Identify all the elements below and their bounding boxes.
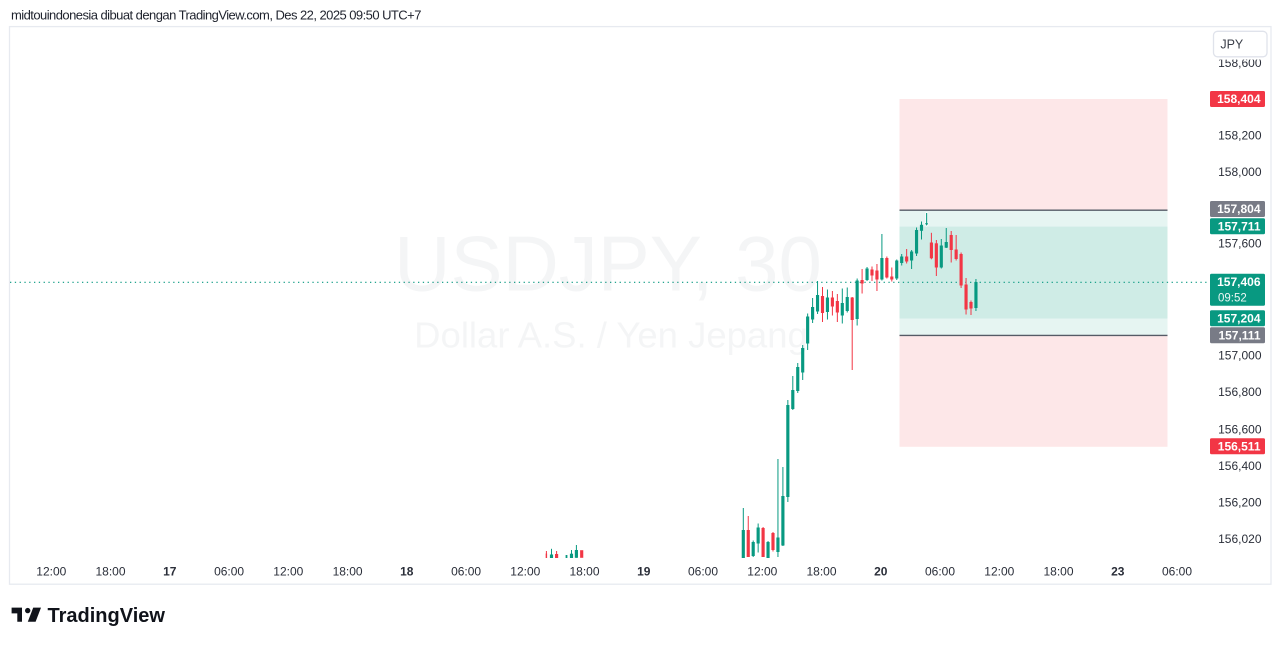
svg-text:06:00: 06:00: [451, 565, 481, 579]
svg-text:06:00: 06:00: [1162, 565, 1192, 579]
svg-text:156,200: 156,200: [1218, 496, 1262, 510]
svg-text:06:00: 06:00: [925, 565, 955, 579]
svg-text:157,804: 157,804: [1217, 202, 1261, 216]
svg-text:18:00: 18:00: [806, 565, 836, 579]
svg-text:midtouindonesia dibuat dengan: midtouindonesia dibuat dengan TradingVie…: [11, 8, 421, 23]
svg-text:Dollar A.S. / Yen Jepang: Dollar A.S. / Yen Jepang: [414, 315, 808, 356]
svg-text:157,111: 157,111: [1218, 329, 1260, 343]
svg-text:12:00: 12:00: [36, 565, 66, 579]
svg-text:12:00: 12:00: [747, 565, 777, 579]
svg-text:156,800: 156,800: [1218, 385, 1262, 399]
svg-text:USDJPY, 30: USDJPY, 30: [394, 220, 822, 308]
svg-text:158,000: 158,000: [1218, 165, 1262, 179]
svg-text:157,406: 157,406: [1217, 275, 1261, 289]
svg-text:18:00: 18:00: [95, 565, 125, 579]
svg-text:12:00: 12:00: [510, 565, 540, 579]
svg-text:157,711: 157,711: [1218, 220, 1261, 234]
svg-text:19: 19: [637, 565, 651, 579]
svg-text:158,600: 158,600: [1218, 56, 1262, 70]
svg-text:18:00: 18:00: [1043, 565, 1073, 579]
svg-text:156,600: 156,600: [1218, 422, 1262, 436]
svg-text:12:00: 12:00: [273, 565, 303, 579]
svg-text:157,204: 157,204: [1217, 312, 1261, 326]
svg-text:18:00: 18:00: [333, 565, 363, 579]
svg-text:156,020: 156,020: [1218, 532, 1262, 546]
svg-text:158,404: 158,404: [1217, 92, 1261, 106]
svg-text:JPY: JPY: [1220, 37, 1244, 51]
svg-text:06:00: 06:00: [688, 565, 718, 579]
svg-text:156,511: 156,511: [1218, 439, 1261, 453]
svg-text:06:00: 06:00: [214, 565, 244, 579]
svg-text:17: 17: [163, 565, 177, 579]
svg-text:157,000: 157,000: [1218, 349, 1262, 363]
svg-text:158,200: 158,200: [1218, 129, 1262, 143]
svg-text:09:52: 09:52: [1218, 293, 1247, 305]
svg-text:20: 20: [874, 565, 888, 579]
svg-text:156,400: 156,400: [1218, 459, 1262, 473]
svg-text:TradingView: TradingView: [48, 605, 166, 627]
svg-text:18:00: 18:00: [569, 565, 599, 579]
svg-text:23: 23: [1111, 565, 1125, 579]
svg-text:12:00: 12:00: [984, 565, 1014, 579]
svg-text:18: 18: [400, 565, 414, 579]
svg-text:157,600: 157,600: [1218, 237, 1262, 251]
